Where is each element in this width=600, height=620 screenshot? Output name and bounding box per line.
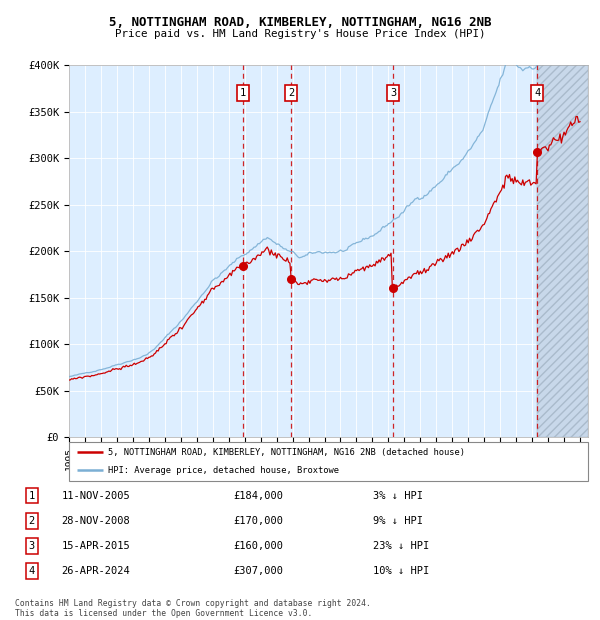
Text: 3: 3 bbox=[390, 88, 396, 98]
Text: 5, NOTTINGHAM ROAD, KIMBERLEY, NOTTINGHAM, NG16 2NB (detached house): 5, NOTTINGHAM ROAD, KIMBERLEY, NOTTINGHA… bbox=[108, 448, 465, 457]
Text: 23% ↓ HPI: 23% ↓ HPI bbox=[373, 541, 429, 551]
Text: HPI: Average price, detached house, Broxtowe: HPI: Average price, detached house, Brox… bbox=[108, 466, 339, 475]
Text: £170,000: £170,000 bbox=[233, 516, 283, 526]
Text: 26-APR-2024: 26-APR-2024 bbox=[61, 566, 130, 576]
Text: 2: 2 bbox=[288, 88, 295, 98]
Text: 15-APR-2015: 15-APR-2015 bbox=[61, 541, 130, 551]
Text: 11-NOV-2005: 11-NOV-2005 bbox=[61, 490, 130, 500]
Text: Price paid vs. HM Land Registry's House Price Index (HPI): Price paid vs. HM Land Registry's House … bbox=[115, 29, 485, 39]
Text: 10% ↓ HPI: 10% ↓ HPI bbox=[373, 566, 429, 576]
Text: This data is licensed under the Open Government Licence v3.0.: This data is licensed under the Open Gov… bbox=[15, 609, 313, 618]
Text: 5, NOTTINGHAM ROAD, KIMBERLEY, NOTTINGHAM, NG16 2NB: 5, NOTTINGHAM ROAD, KIMBERLEY, NOTTINGHA… bbox=[109, 17, 491, 29]
Text: 1: 1 bbox=[29, 490, 35, 500]
Text: £160,000: £160,000 bbox=[233, 541, 283, 551]
Text: 4: 4 bbox=[534, 88, 541, 98]
Text: 2: 2 bbox=[29, 516, 35, 526]
Text: 1: 1 bbox=[239, 88, 246, 98]
Text: Contains HM Land Registry data © Crown copyright and database right 2024.: Contains HM Land Registry data © Crown c… bbox=[15, 600, 371, 608]
Text: 3: 3 bbox=[29, 541, 35, 551]
Text: £307,000: £307,000 bbox=[233, 566, 283, 576]
Bar bbox=[537, 65, 588, 437]
Text: 9% ↓ HPI: 9% ↓ HPI bbox=[373, 516, 423, 526]
Text: 28-NOV-2008: 28-NOV-2008 bbox=[61, 516, 130, 526]
Text: 4: 4 bbox=[29, 566, 35, 576]
FancyBboxPatch shape bbox=[69, 442, 588, 481]
Text: £184,000: £184,000 bbox=[233, 490, 283, 500]
Text: 3% ↓ HPI: 3% ↓ HPI bbox=[373, 490, 423, 500]
Bar bbox=[537, 65, 588, 437]
